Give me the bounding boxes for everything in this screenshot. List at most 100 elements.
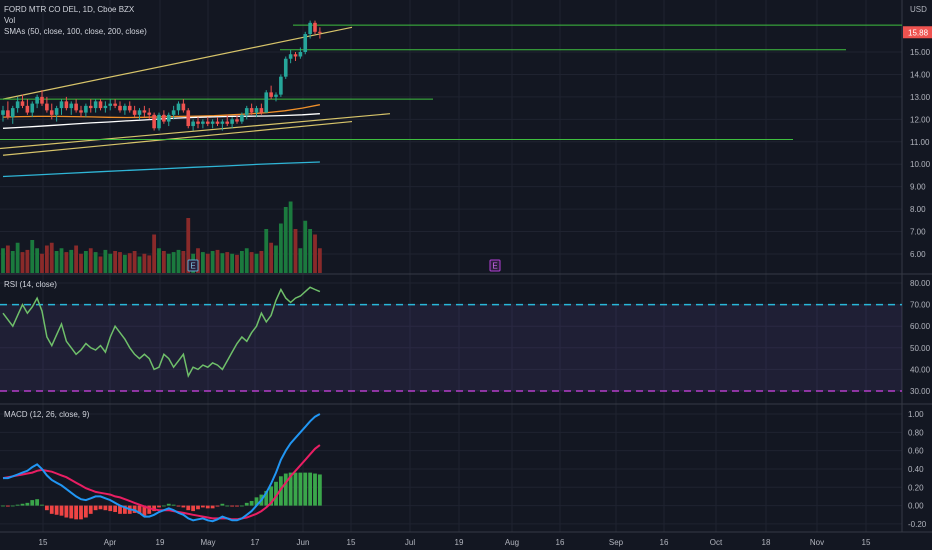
- candle-body: [162, 114, 166, 122]
- candle-body: [171, 110, 176, 115]
- volume-bar: [176, 249, 181, 273]
- macd-histogram-bar: [157, 505, 161, 508]
- macd-tick-label: 0.00: [908, 502, 924, 511]
- macd-histogram-bar: [191, 505, 196, 512]
- volume-bar: [74, 245, 79, 273]
- volume-bar: [244, 248, 249, 273]
- macd-histogram-bar: [215, 505, 220, 507]
- candle-body: [240, 114, 244, 122]
- candle-body: [264, 92, 269, 113]
- macd-histogram-bar: [210, 505, 215, 509]
- volume-bar: [215, 249, 220, 273]
- macd-histogram-bar: [303, 472, 308, 506]
- time-tick-label: 15: [862, 538, 871, 547]
- candle-body: [279, 76, 283, 95]
- macd-tick-label: 0.20: [908, 483, 924, 492]
- rsi-layer: [0, 286, 902, 392]
- time-tick-label: 15: [347, 538, 356, 547]
- sma-legend[interactable]: SMAs (50, close, 100, close, 200, close): [4, 27, 147, 36]
- volume-bar: [118, 252, 122, 273]
- candle-body: [1, 110, 5, 115]
- candle-body: [152, 114, 156, 129]
- volume-bar: [103, 249, 108, 273]
- candle-body: [6, 110, 10, 118]
- candle-body: [249, 108, 254, 113]
- candle-body: [88, 105, 93, 109]
- macd-histogram-bar: [196, 505, 200, 510]
- macd-histogram-bar: [269, 486, 274, 506]
- volume-bar: [142, 253, 147, 273]
- time-tick-label: 16: [660, 538, 669, 547]
- macd-histogram-bar: [137, 505, 142, 514]
- trendline-layer[interactable]: [0, 26, 391, 156]
- volume-bar: [308, 229, 313, 273]
- macd-histogram-bar: [293, 472, 298, 506]
- price-tick-label: 10.00: [910, 160, 931, 169]
- macd-histogram-bar: [161, 505, 166, 507]
- rsi-title[interactable]: RSI (14, close): [4, 280, 57, 289]
- earnings-marker: [489, 259, 501, 272]
- candle-body: [259, 108, 264, 113]
- time-tick-label: Jun: [297, 538, 310, 547]
- macd-histogram-bar: [244, 502, 249, 506]
- candle-body: [108, 103, 113, 106]
- macd-histogram-bar: [249, 501, 254, 506]
- macd-histogram-bar: [239, 505, 244, 507]
- volume-bar: [313, 234, 317, 273]
- candle-body: [288, 54, 293, 59]
- sma-line: [2, 113, 320, 129]
- candle-body: [20, 101, 25, 106]
- time-tick-label: Aug: [505, 538, 519, 547]
- candle-body: [40, 96, 44, 104]
- macd-histogram-bar: [98, 505, 103, 510]
- candle-body: [93, 101, 98, 109]
- rsi-tick-label: 80.00: [910, 279, 931, 288]
- time-tick-label: Jul: [405, 538, 415, 547]
- volume-bar: [181, 251, 186, 273]
- time-tick-label: Oct: [710, 538, 723, 547]
- volume-bar: [264, 229, 269, 273]
- time-tick-label: 17: [251, 538, 260, 547]
- candle-body: [157, 114, 161, 129]
- chart-title[interactable]: FORD MTR CO DEL, 1D, Cboe BZX: [4, 5, 135, 14]
- macd-histogram-bar: [230, 505, 235, 507]
- volume-bar: [5, 245, 10, 273]
- volume-bar: [205, 253, 210, 273]
- candle-body: [205, 121, 210, 124]
- candle-body: [147, 112, 152, 115]
- volume-bar: [137, 256, 142, 273]
- macd-histogram-bar: [313, 473, 317, 506]
- macd-tick-label: 0.60: [908, 447, 924, 456]
- main-legend: FORD MTR CO DEL, 1D, Cboe BZX Vol SMAs (…: [4, 4, 147, 37]
- candle-body: [235, 119, 239, 122]
- macd-histogram-bar: [93, 505, 98, 511]
- macd-histogram-bar: [147, 505, 152, 514]
- volume-bar: [79, 253, 83, 273]
- price-tick-label: 8.00: [910, 205, 926, 214]
- macd-histogram-bar: [79, 505, 83, 520]
- price-tick-label: 13.00: [910, 93, 931, 102]
- candle-body: [269, 92, 273, 97]
- macd-tick-label: 0.80: [908, 428, 924, 437]
- time-tick-label: Sep: [609, 538, 624, 547]
- time-tick-label: 16: [556, 538, 565, 547]
- candle-body: [25, 105, 30, 113]
- macd-histogram-bar: [278, 476, 283, 506]
- volume-bar: [278, 223, 283, 273]
- candle-body: [274, 94, 278, 97]
- candle-body: [74, 103, 78, 111]
- time-tick-label: Nov: [810, 538, 824, 547]
- horizontal-level-layer[interactable]: [0, 24, 902, 141]
- volume-bar: [283, 207, 288, 273]
- macd-histogram-bar: [288, 472, 293, 506]
- macd-histogram-bar: [171, 504, 176, 506]
- macd-histogram-bar: [30, 500, 35, 506]
- macd-title[interactable]: MACD (12, 26, close, 9): [4, 410, 90, 419]
- candle-body: [181, 103, 186, 111]
- price-tick-label: 11.00: [910, 138, 930, 147]
- volume-bar: [127, 253, 132, 273]
- volume-legend[interactable]: Vol: [4, 16, 16, 25]
- currency-label: USD: [910, 5, 927, 14]
